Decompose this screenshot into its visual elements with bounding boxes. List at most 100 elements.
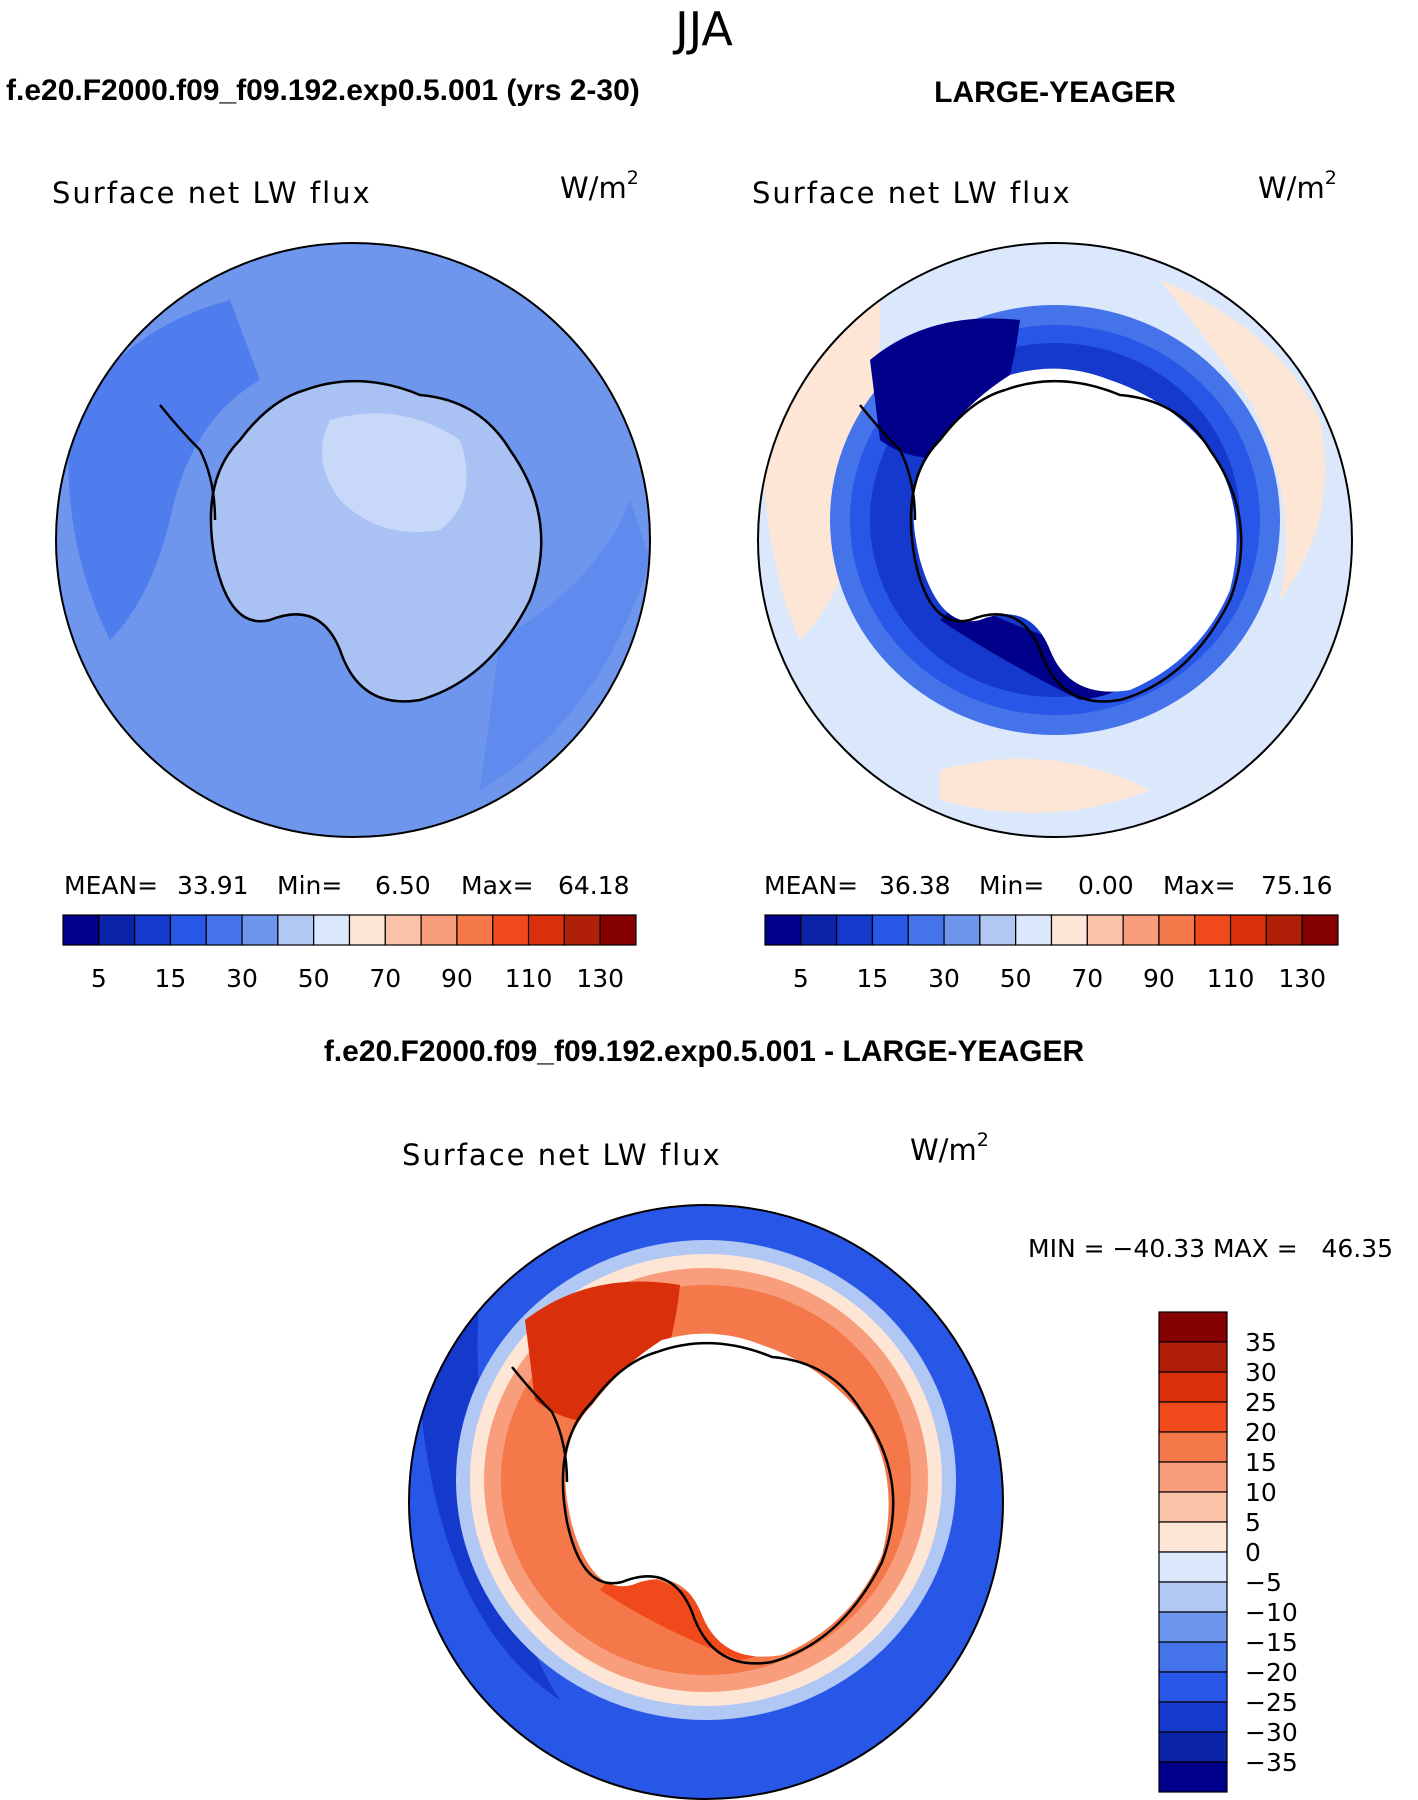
- map-boundary: [408, 1204, 1004, 1800]
- diff-panel-title: f.e20.F2000.f09_f09.192.exp0.5.001 - LAR…: [324, 1035, 1085, 1068]
- colorbar-swatch: [277, 914, 315, 946]
- panel-model-colorbar: 5 15 30 50 70 90 110 130: [62, 914, 637, 993]
- peninsula-coastline: [511, 1366, 569, 1483]
- colorbar-swatch: [62, 914, 100, 946]
- colorbar-swatch: [527, 914, 565, 946]
- colorbar-swatch: [420, 914, 458, 946]
- colorbar-swatch: [1158, 1641, 1228, 1673]
- continent-light-patch: [322, 413, 467, 532]
- colorbar-swatch: [1015, 914, 1053, 946]
- colorbar-swatch: [1050, 914, 1088, 946]
- colorbar-swatch: [907, 914, 945, 946]
- colorbar-swatch: [1158, 1371, 1228, 1403]
- colorbar-tick-label: −20: [1245, 1658, 1298, 1687]
- colorbar-swatch: [1158, 1461, 1228, 1493]
- moderate-blue-patch: [480, 500, 650, 790]
- colorbar-swatch: [1158, 1671, 1228, 1703]
- colorbar-swatch: [313, 914, 351, 946]
- panel-difference-variable-title: Surface net LW flux: [402, 1138, 722, 1172]
- colorbar-swatch: [943, 914, 981, 946]
- panel-observations-map: [758, 243, 1352, 837]
- left-panel-title: f.e20.F2000.f09_f09.192.exp0.5.001 (yrs …: [6, 74, 640, 107]
- colorbar-swatch: [1158, 1491, 1228, 1523]
- colorbar-swatch: [1122, 914, 1160, 946]
- colorbar-swatch: [1158, 914, 1196, 946]
- panel-model-stats: MEAN= 33.91 Min= 6.50 Max= 64.18: [64, 871, 630, 900]
- colorbar-tick-label: −15: [1245, 1628, 1298, 1657]
- coastline: [561, 1341, 895, 1665]
- colorbar-swatch: [800, 914, 838, 946]
- colorbar-tick-label: 20: [1245, 1418, 1277, 1447]
- warm-ocean-patch: [940, 758, 1150, 813]
- panel-difference-minmax: MIN = −40.33 MAX = 46.35: [1028, 1234, 1393, 1263]
- map-boundary: [55, 242, 651, 838]
- panel-observations-units: W/m2: [1258, 167, 1337, 205]
- colorbar-swatch: [205, 914, 243, 946]
- colorbar-tick-label: 15: [857, 964, 889, 993]
- colorbar-tick-label: 15: [155, 964, 187, 993]
- colorbar-tick-label: 0: [1245, 1538, 1261, 1567]
- coastline: [209, 379, 543, 703]
- colorbar-swatch: [1158, 1551, 1228, 1583]
- colorbar-tick-label: 50: [298, 964, 330, 993]
- colorbar-tick-label: −10: [1245, 1598, 1298, 1627]
- colorbar-swatch: [1158, 1701, 1228, 1733]
- colorbar-swatch: [871, 914, 909, 946]
- colorbar-tick-label: −30: [1245, 1718, 1298, 1747]
- peninsula-coastline: [859, 404, 917, 521]
- colorbar-tick-label: 70: [369, 964, 401, 993]
- colorbar-swatch: [1158, 1521, 1228, 1553]
- colorbar-swatch: [492, 914, 530, 946]
- colorbar-tick-label: 5: [91, 964, 107, 993]
- warm-ocean-patch: [1160, 280, 1325, 600]
- peninsula-coastline: [159, 404, 217, 521]
- colorbar-tick-label: 35: [1245, 1328, 1277, 1357]
- map-boundary: [757, 242, 1353, 838]
- colorbar-swatch: [1158, 1311, 1228, 1343]
- panel-model-variable-title: Surface net LW flux: [52, 176, 372, 210]
- coastline: [909, 379, 1243, 703]
- colorbar-swatch: [1158, 1341, 1228, 1373]
- colorbar-swatch: [979, 914, 1017, 946]
- panel-observations: Surface net LW flux W/m2 MEAN= 36.38 Min…: [752, 167, 1353, 993]
- colorbar-tick-label: −35: [1245, 1748, 1298, 1777]
- colorbar-tick-label: 130: [1278, 964, 1326, 993]
- right-panel-title: LARGE-YEAGER: [934, 76, 1176, 109]
- colorbar-swatch: [563, 914, 601, 946]
- colorbar-swatch: [1158, 1761, 1228, 1793]
- moderate-blue-patch: [68, 300, 260, 640]
- colorbar-swatch: [1229, 914, 1267, 946]
- colorbar-tick-label: 30: [1245, 1358, 1277, 1387]
- colorbar-swatch: [384, 914, 422, 946]
- colorbar-tick-label: 110: [1207, 964, 1255, 993]
- colorbar-tick-label: 15: [1245, 1448, 1277, 1477]
- panel-difference-map: [409, 1205, 1003, 1799]
- panel-observations-colorbar: 5 15 30 50 70 90 110 130: [764, 914, 1339, 993]
- panel-model-units: W/m2: [560, 167, 639, 205]
- colorbar-tick-label: 10: [1245, 1478, 1277, 1507]
- colorbar-tick-label: 30: [928, 964, 960, 993]
- colorbar-swatch: [134, 914, 172, 946]
- colorbar-swatch: [1158, 1611, 1228, 1643]
- colorbar-swatch: [1086, 914, 1124, 946]
- colorbar-tick-label: 90: [441, 964, 473, 993]
- colorbar-swatch: [456, 914, 494, 946]
- panel-model-map: [56, 243, 650, 837]
- colorbar-tick-label: 30: [226, 964, 258, 993]
- colorbar-swatch: [1158, 1581, 1228, 1613]
- panel-model: Surface net LW flux W/m2 MEAN= 33.91 Min…: [52, 167, 651, 993]
- colorbar-tick-label: 90: [1143, 964, 1175, 993]
- colorbar-tick-label: −25: [1245, 1688, 1298, 1717]
- colorbar-tick-label: 25: [1245, 1388, 1277, 1417]
- season-title: JJA: [672, 2, 733, 56]
- colorbar-swatch: [1158, 1731, 1228, 1763]
- colorbar-tick-label: 110: [505, 964, 553, 993]
- panel-observations-stats: MEAN= 36.38 Min= 0.00 Max= 75.16: [764, 871, 1333, 900]
- colorbar-swatch: [836, 914, 874, 946]
- panel-difference: Surface net LW flux W/m2 MIN = −40.33 MA…: [402, 1129, 1393, 1800]
- colorbar-swatch: [1301, 914, 1339, 946]
- colorbar-swatch: [1265, 914, 1303, 946]
- colorbar-tick-label: 5: [793, 964, 809, 993]
- colorbar-swatch: [1194, 914, 1232, 946]
- colorbar-swatch: [1158, 1431, 1228, 1463]
